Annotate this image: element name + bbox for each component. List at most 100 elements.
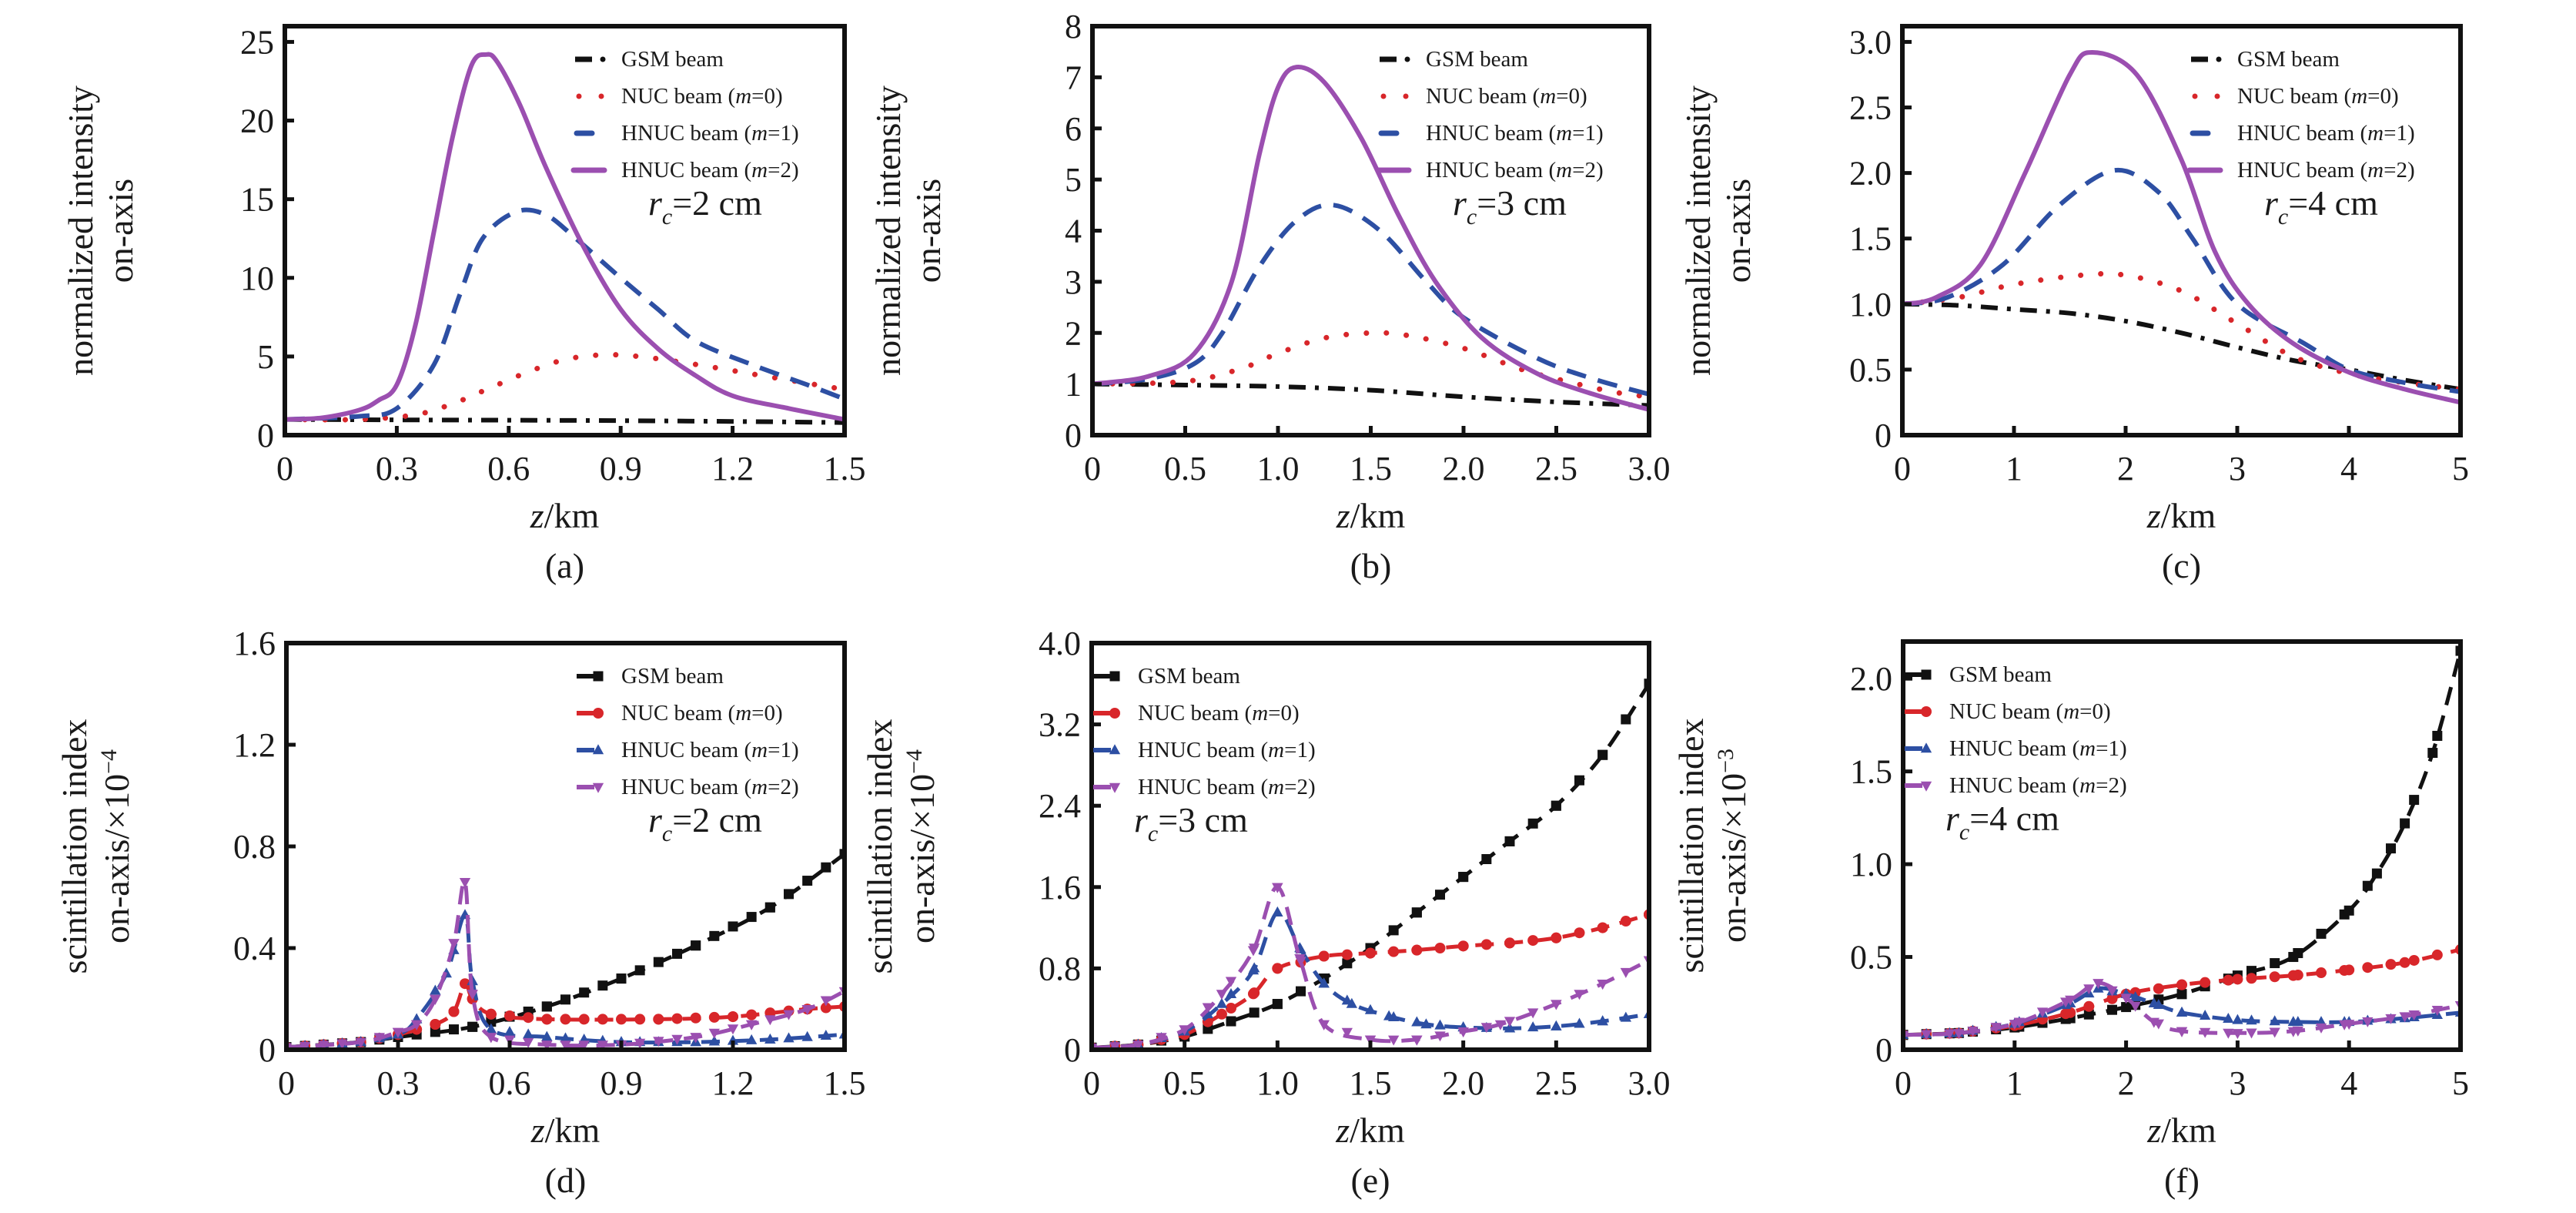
marker-nuc <box>523 1012 534 1024</box>
plot-frame <box>1901 639 2463 1052</box>
y-tick-label: 2 <box>1065 314 1082 352</box>
series-group <box>1902 50 2461 405</box>
x-tick-label: 4 <box>2340 450 2357 488</box>
marker-hnuc2 <box>671 1034 683 1045</box>
marker-hnuc2 <box>2083 984 2095 995</box>
legend-item-nuc: NUC beam (m=0) <box>577 701 783 725</box>
data-point-hnuc2 <box>2093 979 2104 990</box>
y-tick-label: 0.4 <box>233 930 276 967</box>
marker-hnuc2 <box>820 996 831 1007</box>
data-point-hnuc2 <box>541 1040 553 1050</box>
y-axis-title-line1: normalized intensity <box>61 85 100 376</box>
legend-item-hnuc1: HNUC beam (m=1) <box>1093 738 1316 762</box>
legend-item-gsm: GSM beam <box>577 664 724 689</box>
marker-hnuc1 <box>1202 1008 1213 1019</box>
y-tick-label: 0 <box>1064 1031 1081 1069</box>
legend-item-hnuc1: HNUC beam (m=1) <box>2190 121 2415 146</box>
x-tick-label: 3 <box>2229 1064 2246 1102</box>
series-hnuc2 <box>285 52 845 422</box>
panel-label: (a) <box>545 546 584 585</box>
legend-marker <box>1920 742 1932 753</box>
marker-nuc <box>1574 927 1585 939</box>
marker-nuc <box>578 1014 590 1025</box>
marker-nuc <box>634 1014 646 1025</box>
marker-hnuc2 <box>578 1040 590 1050</box>
legend-label: HNUC beam (m=1) <box>1426 121 1604 146</box>
legend-label: GSM beam <box>1949 662 2052 687</box>
x-tick-label: 0.6 <box>487 450 530 488</box>
y-tick-label: 5 <box>1065 161 1082 199</box>
y-tick-label: 0.5 <box>1849 351 1892 389</box>
marker-nuc <box>1480 939 1492 950</box>
data-point-gsm <box>1504 836 1515 846</box>
marker-gsm <box>1342 958 1353 969</box>
y-tick-label: 1.6 <box>1039 869 1081 906</box>
legend-label: GSM beam <box>621 47 724 72</box>
marker-nuc <box>2408 954 2420 966</box>
rc-annotation: rc=4 cm <box>2264 183 2378 230</box>
marker-hnuc2 <box>708 1028 720 1039</box>
marker-hnuc1 <box>708 1035 720 1046</box>
data-point-hnuc2 <box>448 939 460 950</box>
marker-hnuc1 <box>746 1034 758 1044</box>
data-point-hnuc2 <box>2176 1027 2188 1037</box>
series-line-nuc <box>285 352 845 423</box>
marker-gsm <box>1527 818 1538 829</box>
marker-hnuc1 <box>783 1032 795 1043</box>
data-point-hnuc2 <box>1551 1000 1562 1010</box>
legend-label: GSM beam <box>1138 664 1240 689</box>
y-axis-title-line1: normalized intensity <box>1678 85 1718 376</box>
legend-item-hnuc2: HNUC beam (m=2) <box>570 158 799 183</box>
series-line-nuc <box>1902 270 2461 392</box>
marker-nuc <box>1388 946 1400 957</box>
panel-a: 0 0.3 0.6 0.9 1.2 1.5 0 5 10 15 20 25 z/km (a) normali… <box>61 23 866 585</box>
series-hnuc2 <box>1902 50 2461 405</box>
marker-gsm <box>2270 958 2280 969</box>
x-tick-label: 0 <box>1894 450 1911 488</box>
data-point-hnuc2 <box>1494 1020 1507 1030</box>
series-line-gsm <box>1903 650 2461 1037</box>
legend-marker <box>1109 744 1121 755</box>
data-point-nuc <box>485 1008 497 1020</box>
data-point-hnuc2 <box>1132 1040 1144 1050</box>
data-point-hnuc2 <box>1216 990 1228 1000</box>
marker-hnuc2 <box>336 1039 348 1050</box>
marker-hnuc2 <box>2408 1010 2420 1021</box>
x-tick-label: 2.5 <box>1535 450 1577 488</box>
data-point-hnuc1 <box>2176 1007 2188 1017</box>
data-point-hnuc2 <box>2232 1029 2243 1040</box>
marker-gsm <box>1249 1007 1260 1018</box>
plot-frame <box>283 24 847 437</box>
marker-nuc <box>2246 973 2257 984</box>
legend-swatch <box>576 93 582 99</box>
marker-hnuc1 <box>2223 1013 2234 1024</box>
x-axis-title: z/km <box>530 1111 601 1150</box>
rc-annotation: rc=4 cm <box>1945 799 2059 845</box>
legend-label: HNUC beam (m=1) <box>1949 736 2127 761</box>
y-tick-label: 20 <box>240 102 274 140</box>
data-point-nuc <box>1411 944 1423 956</box>
series-line-hnuc2 <box>1902 50 2461 405</box>
x-tick-label: 0 <box>1083 1064 1100 1102</box>
series-hnuc2 <box>286 878 845 1050</box>
marker-gsm <box>653 957 664 967</box>
y-tick-label: 0 <box>1065 417 1082 454</box>
x-tick-label: 2.0 <box>1442 1064 1484 1102</box>
marker-hnuc2 <box>653 1037 664 1047</box>
marker-gsm <box>2316 928 2327 939</box>
marker-hnuc2 <box>1156 1033 1167 1044</box>
series-gsm <box>1902 301 2461 392</box>
data-point-nuc <box>1247 988 1259 1000</box>
y-tick-label: 1.5 <box>1849 220 1892 258</box>
marker-gsm <box>1388 925 1399 936</box>
data-point-hnuc1 <box>2287 1016 2299 1027</box>
marker-hnuc1 <box>430 984 441 995</box>
data-point-hnuc2 <box>411 1020 423 1030</box>
y-tick-label: 0.8 <box>233 828 276 866</box>
marker-gsm <box>430 1027 440 1037</box>
y-tick-label: 2.5 <box>1849 89 1892 127</box>
series-gsm <box>1092 381 1649 408</box>
panel-d: 0 0.3 0.6 0.9 1.2 1.5 0 0.4 0.8 1.2 1.6 z/km (d) scin… <box>55 625 866 1200</box>
plot-frame <box>1900 24 2463 437</box>
marker-hnuc2 <box>318 1040 330 1050</box>
